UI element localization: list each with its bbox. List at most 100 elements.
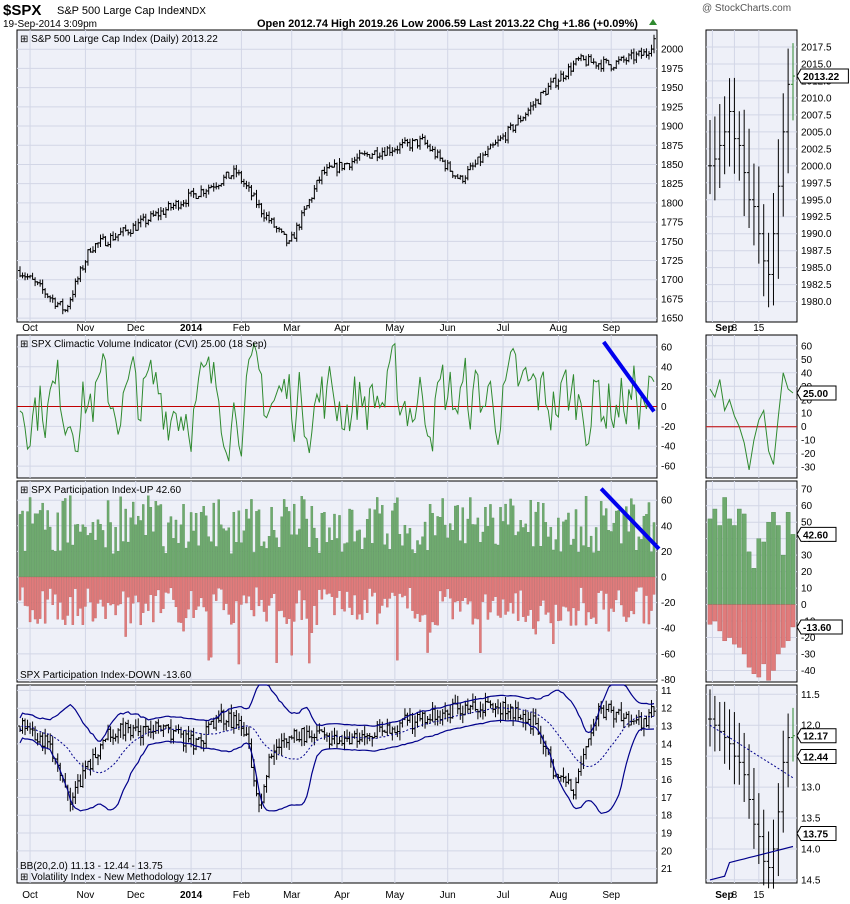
y-tick-label: 19 [661,829,673,840]
y-tick-label: 2010.0 [801,93,832,104]
pi-up-bar [290,534,293,578]
pi-up-bar [431,512,434,578]
x-axis-main: Oct Oct Nov Nov Dec Dec 2014 2014 Feb Feb Mar Mar Ap… [22,323,620,901]
pi-up-bar [509,498,512,578]
pi-down-bar [443,576,447,597]
pi-up-bar [371,543,374,578]
pi-down-bar [519,576,522,591]
pi-down-bar [212,576,215,595]
pi-up-bar [335,538,339,578]
vix-last-tag [796,728,837,744]
pi-up-bar [391,510,394,578]
pi-up-bar [260,545,263,578]
pi-down-bar [396,576,399,661]
pi-down-bar [466,576,470,605]
pi-up-bar [38,510,42,578]
x-tick-label: Jul [497,890,510,901]
pi-up-bar [61,500,64,578]
y-tick-label: -30 [801,649,816,660]
pi-down-bar [360,576,364,620]
pi-up-bar [547,536,550,578]
pi-down-bar [461,576,465,601]
pi-up-bar [126,541,130,578]
pi-down-bar [577,576,580,611]
y-tick-label: 40 [661,521,673,532]
vix-low-tag [796,826,837,841]
y-tick-label: -30 [801,463,816,474]
pi-down-bar [547,576,550,613]
pi-up-bar [287,511,291,578]
pi-down-bar [89,576,92,603]
pi-up-bar [275,537,278,578]
pi-down-bar [343,576,346,612]
pi-up-bar [393,502,397,578]
pi-up-bar [421,536,424,578]
pi-up-bar [91,522,95,578]
pi-sep-up-bar [712,508,718,605]
pi-up-bar [187,541,190,578]
pi-sep-down-bar [727,604,732,638]
pi-down-bar [255,576,258,588]
pi-down-bar [192,576,195,618]
pi-up-bar [257,509,261,578]
x-tick-label: Jul [497,323,510,334]
pi-up-bar [66,542,70,578]
pi-sep-down-bar [776,604,781,655]
pi-down-bar [227,576,231,615]
cvi-sep-line [709,372,794,470]
pi-down-bar [534,576,537,635]
pi-down-bar [298,576,301,591]
pi-up-bar [262,541,266,578]
y-tick-label: 2005.0 [801,127,832,138]
pi-up-bar [320,512,324,578]
pi-up-bar [184,547,188,578]
pi-down-bar [572,576,575,609]
pi-up-bar [142,504,145,578]
pi-down-bar [240,576,243,605]
y-tick-label: 1995.0 [801,195,832,206]
pi-down-bar [345,576,349,592]
pi-down-bar [262,576,266,612]
pi-up-bar [89,532,92,578]
pi-down-bar [521,576,525,617]
pi-down-bar [91,576,95,622]
pi-down-bar [124,576,127,637]
pi-up-bar [23,550,27,578]
pi-up-bar [111,553,115,578]
pi-up-bar [215,546,218,578]
pi-down-bar [134,576,137,596]
y-tick-label: 60 [801,501,813,512]
pi-up-bar [313,527,316,578]
pi-down-bar [448,576,452,599]
pi-up-bar [252,552,256,578]
pi-down-bar [398,576,402,594]
pi-up-bar [511,505,515,578]
pi-up-bar [343,543,346,578]
pi-down-bar [381,576,384,606]
y-tick-label: 2007.5 [801,110,832,121]
y-tick-label: 1987.5 [801,246,832,257]
pi-up-bar [267,536,271,578]
price-last-tag [796,68,849,84]
pi-down-bar [197,576,200,607]
pi-up-bar [599,501,603,578]
pi-sep-up-bar [771,512,776,605]
pi-down-bar [84,576,87,607]
y-tick-label: 1800 [661,198,684,209]
pi-up-bar [496,544,500,578]
pi-down-bar [310,576,314,633]
pi-down-bar [28,576,32,623]
y-tick-label: 50 [801,518,813,529]
pi-down-bar [612,576,615,612]
pi-y-axis: -80 -60 -40 -20 0 20 40 60 [17,496,676,686]
pi-down-bar [199,576,203,599]
pi-down-bar [202,576,205,608]
pi-up-bar [225,530,228,578]
pi-down-last-label: -13.60 [803,623,832,634]
pi-up-bar [469,497,472,578]
pi-down-bar [469,576,472,602]
pi-down-bar [388,576,392,599]
pi-up-bar [162,546,165,578]
